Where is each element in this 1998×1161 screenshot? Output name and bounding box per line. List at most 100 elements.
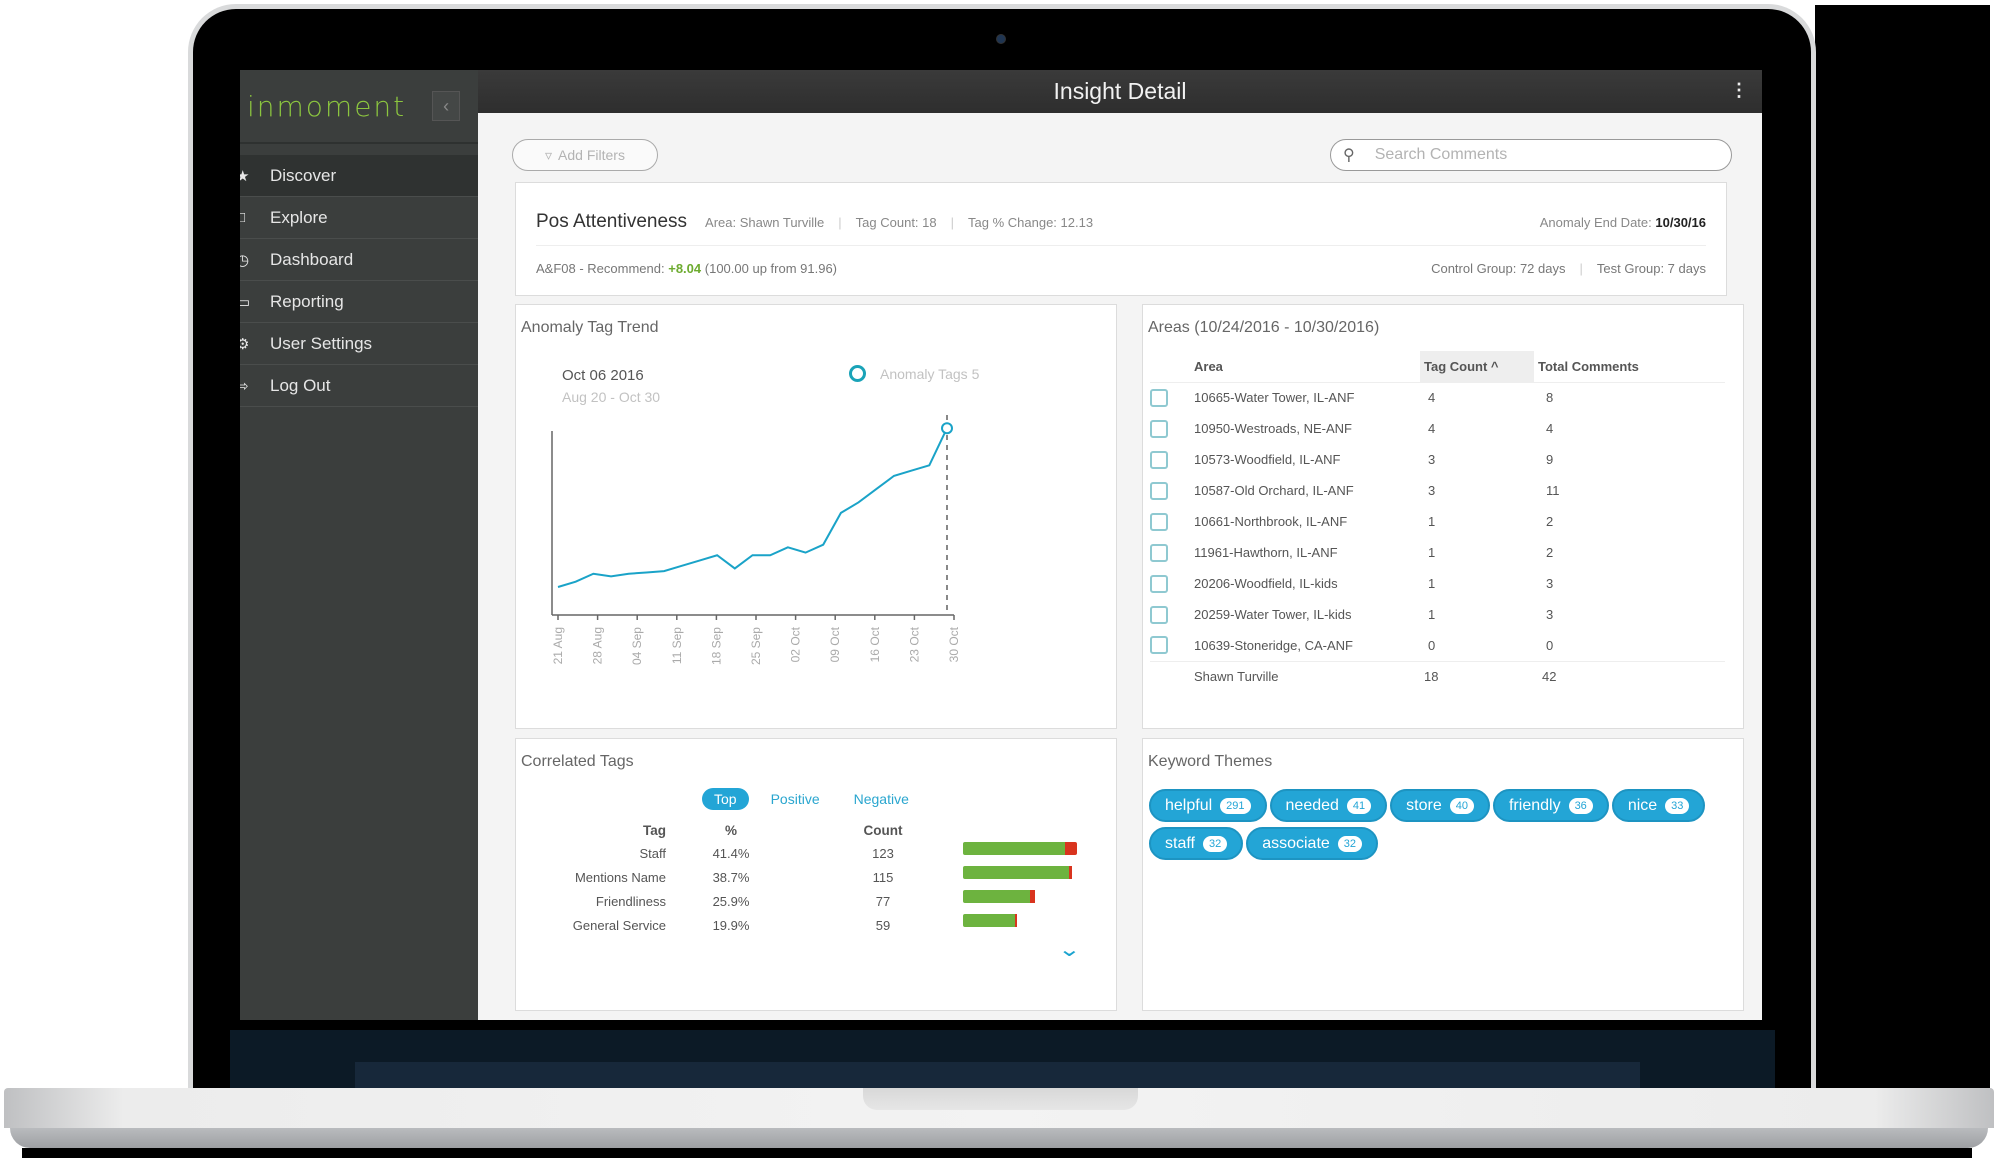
keyword-pill[interactable]: staff 32 bbox=[1149, 827, 1244, 860]
row-checkbox[interactable] bbox=[1150, 481, 1168, 500]
area-cell: 20259-Water Tower, IL-kids bbox=[1194, 607, 1352, 622]
table-row[interactable]: 10665-Water Tower, IL-ANF 4 8 bbox=[1150, 382, 1725, 413]
search-icon: ⚲ bbox=[1343, 147, 1355, 164]
sidebar-item-label: User Settings bbox=[270, 333, 373, 353]
keyword-pills: helpful 291 needed 41 store 40 friendly 36 nice 3… bbox=[1149, 789, 1709, 865]
tab-negative[interactable]: Negative bbox=[853, 791, 909, 807]
sidebar-item-label: Reporting bbox=[270, 291, 344, 311]
search-input[interactable] bbox=[1374, 146, 1675, 164]
keyword-themes-card: Keyword Themes helpful 291 needed 41 store 40… bbox=[1142, 738, 1744, 1011]
count-cell: 123 bbox=[872, 845, 894, 861]
row-checkbox[interactable] bbox=[1150, 419, 1168, 438]
table-row[interactable]: 10950-Westroads, NE-ANF 4 4 bbox=[1150, 413, 1725, 444]
keyword-count: 36 bbox=[1568, 797, 1593, 814]
row-checkbox[interactable] bbox=[1150, 636, 1168, 655]
keyword-label: friendly bbox=[1508, 796, 1561, 814]
hover-date: Oct 06 2016 bbox=[562, 367, 644, 384]
table-row[interactable]: 20206-Woodfield, IL-kids 1 3 bbox=[1150, 568, 1725, 599]
correlated-bars bbox=[963, 842, 1077, 938]
table-row[interactable]: Mentions Name 38.7% 115 bbox=[516, 865, 970, 889]
collapse-sidebar-button[interactable]: ‹ bbox=[432, 91, 461, 121]
x-tick-label: 25 Sep bbox=[749, 627, 763, 665]
sidebar-item-reporting[interactable]: ▭ Reporting bbox=[240, 281, 478, 323]
empty-cell bbox=[1150, 660, 1194, 691]
keyword-pill[interactable]: associate 32 bbox=[1246, 827, 1379, 860]
tag-count-cell: 4 bbox=[1428, 390, 1436, 406]
row-checkbox-cell bbox=[1150, 599, 1194, 630]
more-menu-button[interactable]: ⋮ bbox=[1730, 80, 1748, 100]
table-row[interactable]: 10573-Woodfield, IL-ANF 3 9 bbox=[1150, 444, 1725, 475]
row-checkbox[interactable] bbox=[1150, 450, 1168, 469]
positive-segment bbox=[963, 890, 1030, 903]
pct-cell: 25.9% bbox=[712, 893, 750, 909]
x-tick-label: 09 Oct bbox=[828, 626, 842, 662]
areas-card: Areas (10/24/2016 - 10/30/2016) Area Tag… bbox=[1142, 304, 1744, 729]
sidebar-item-label: Discover bbox=[270, 165, 337, 185]
row-checkbox-cell bbox=[1150, 444, 1194, 475]
x-tick-label: 23 Oct bbox=[907, 626, 921, 662]
sidebar-item-explore[interactable]: □ Explore bbox=[240, 197, 478, 239]
table-row[interactable]: 10587-Old Orchard, IL-ANF 3 11 bbox=[1150, 475, 1725, 506]
table-row[interactable]: 20259-Water Tower, IL-kids 1 3 bbox=[1150, 599, 1725, 630]
metric-label: A&F08 - Recommend: +8.04 (100.00 up from… bbox=[536, 261, 837, 276]
tab-top[interactable]: Top bbox=[702, 788, 749, 810]
row-checkbox[interactable] bbox=[1150, 388, 1168, 407]
positive-segment bbox=[963, 914, 1015, 927]
keyword-pill[interactable]: helpful 291 bbox=[1149, 789, 1267, 822]
filter-icon: ▿ bbox=[545, 146, 553, 163]
row-checkbox[interactable] bbox=[1150, 574, 1168, 593]
sidebar-item-user-settings[interactable]: ⚙ User Settings bbox=[240, 323, 478, 365]
laptop-notch bbox=[863, 1088, 1138, 1110]
sidebar-item-discover[interactable]: ★ Discover bbox=[240, 155, 478, 197]
total-comments-cell: 42 bbox=[1534, 660, 1725, 691]
keyword-count: 32 bbox=[1202, 835, 1228, 852]
vertical-ellipsis-icon: ⋮ bbox=[1730, 80, 1748, 100]
row-checkbox-cell bbox=[1150, 382, 1194, 413]
star-icon: ★ bbox=[240, 167, 250, 185]
row-checkbox[interactable] bbox=[1150, 543, 1168, 562]
background-block bbox=[1815, 5, 1990, 1090]
trend-line-chart[interactable]: 21 Aug 28 Aug 04 Sep 11 Sep 18 Sep 25 Sep 02 O… bbox=[516, 305, 1116, 728]
negative-segment bbox=[1030, 890, 1035, 903]
sidebar-item-dashboard[interactable]: ◷ Dashboard bbox=[240, 239, 478, 281]
area-cell: 10587-Old Orchard, IL-ANF bbox=[1194, 483, 1354, 498]
x-tick-label: 11 Sep bbox=[670, 627, 684, 664]
column-pct: % bbox=[724, 822, 737, 838]
negative-segment bbox=[1065, 842, 1077, 855]
tab-positive[interactable]: Positive bbox=[770, 791, 820, 807]
area-cell: 10639-Stoneridge, CA-ANF bbox=[1194, 637, 1353, 653]
keyword-label: associate bbox=[1262, 834, 1330, 852]
column-area[interactable]: Area bbox=[1194, 351, 1420, 383]
metric-row: A&F08 - Recommend: +8.04 (100.00 up from… bbox=[536, 261, 1706, 276]
row-checkbox-cell bbox=[1150, 506, 1194, 537]
date-range: Aug 20 - Oct 30 bbox=[562, 389, 661, 405]
keyword-count: 40 bbox=[1449, 797, 1474, 814]
keyword-pill[interactable]: store 40 bbox=[1390, 789, 1490, 822]
keyword-pill[interactable]: needed 41 bbox=[1269, 789, 1388, 822]
table-row[interactable]: Staff 41.4% 123 bbox=[516, 841, 970, 865]
keyword-pill[interactable]: friendly 36 bbox=[1492, 789, 1609, 822]
table-row[interactable]: 10661-Northbrook, IL-ANF 1 2 bbox=[1150, 506, 1725, 537]
total-row: Shawn Turville 18 42 bbox=[1150, 660, 1725, 691]
chevron-down-icon[interactable]: ⌄ bbox=[1057, 939, 1082, 961]
row-checkbox[interactable] bbox=[1150, 605, 1168, 624]
row-checkbox-cell bbox=[1150, 537, 1194, 568]
column-total-comments[interactable]: Total Comments bbox=[1534, 351, 1725, 383]
table-row[interactable]: General Service 19.9% 59 bbox=[516, 913, 970, 937]
tag-count-cell: 1 bbox=[1428, 576, 1436, 591]
highlight-point[interactable] bbox=[941, 422, 953, 435]
table-row[interactable]: 11961-Hawthorn, IL-ANF 1 2 bbox=[1150, 537, 1725, 568]
table-row[interactable]: Friendliness 25.9% 77 bbox=[516, 889, 970, 913]
sidebar-item-log-out[interactable]: ⇨ Log Out bbox=[240, 365, 478, 407]
trend-line bbox=[557, 427, 948, 588]
sidebar: inmoment ‹ ★ Discover □ Explore ◷ Dashboard… bbox=[240, 70, 478, 1020]
gear-icon: ⚙ bbox=[240, 335, 250, 353]
control-group: Control Group: 72 days bbox=[1431, 261, 1566, 276]
row-checkbox[interactable] bbox=[1150, 512, 1168, 531]
column-tag-count[interactable]: Tag Count ^ bbox=[1420, 351, 1534, 383]
table-row[interactable]: 10639-Stoneridge, CA-ANF 0 0 bbox=[1150, 630, 1725, 661]
add-filters-button[interactable]: ▿ Add Filters bbox=[512, 139, 658, 171]
anomaly-end-date: Anomaly End Date: 10/30/16 bbox=[1540, 215, 1706, 230]
laptop-base-bottom bbox=[10, 1128, 1988, 1148]
keyword-pill[interactable]: nice 33 bbox=[1611, 789, 1706, 822]
